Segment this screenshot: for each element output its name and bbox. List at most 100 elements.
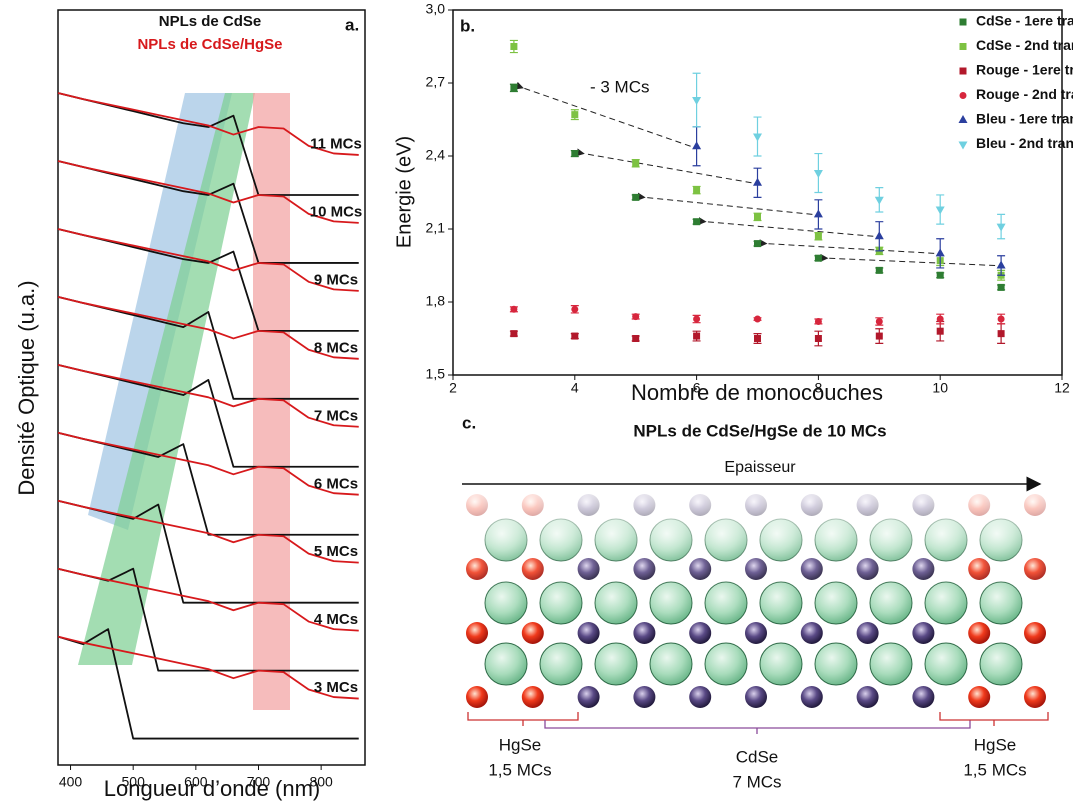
spectrum — [57, 363, 359, 428]
y-tick-label: 3,0 — [426, 1, 446, 17]
layer-label: 6 MCs — [314, 475, 358, 492]
annotation: - 3 MCs — [590, 77, 650, 96]
atom-cdse — [979, 642, 1023, 686]
x-tick-label: 400 — [59, 774, 83, 790]
x-axis-label: Nombre de monocouches — [631, 380, 883, 405]
point — [814, 335, 822, 342]
point — [510, 305, 518, 313]
point — [874, 196, 884, 205]
atom-cdse — [539, 642, 583, 686]
point — [753, 177, 762, 186]
spectrum — [57, 92, 359, 156]
layer-label: 11 MCs — [310, 136, 362, 153]
spectrum — [57, 160, 359, 224]
point — [754, 213, 761, 221]
shift-arrow — [820, 253, 996, 266]
atom-cdse — [484, 642, 528, 686]
x-tick-label: 12 — [1054, 380, 1070, 396]
point — [753, 133, 762, 142]
band-green — [78, 93, 255, 665]
bracket-hgse — [467, 712, 579, 726]
spectrum — [57, 296, 359, 360]
atom-hg — [1024, 686, 1046, 708]
shift-arrow — [637, 192, 813, 215]
x-tick-label: 500 — [122, 774, 146, 790]
point — [814, 317, 822, 325]
point — [813, 209, 823, 218]
legend-marker — [959, 67, 967, 75]
point — [693, 186, 701, 194]
shift-arrow — [576, 148, 752, 184]
point — [996, 223, 1006, 232]
spectrum — [57, 431, 359, 496]
atom-cd — [689, 622, 712, 644]
x-tick-label: 6 — [693, 380, 701, 396]
point — [693, 332, 701, 340]
shift-arrow — [698, 217, 874, 237]
atom-hg — [521, 622, 544, 644]
region-name: CdSe — [736, 747, 779, 766]
layer-label: 4 MCs — [314, 611, 358, 628]
point — [997, 315, 1005, 323]
point — [935, 206, 945, 215]
x-tick-label: 600 — [184, 774, 208, 790]
point — [632, 193, 640, 201]
legend-label: CdSe - 2nd trans — [976, 37, 1073, 53]
legend-label: Bleu - 1ere trans — [976, 111, 1073, 127]
frame-b — [452, 9, 1063, 376]
point — [754, 240, 761, 248]
spectrum — [57, 228, 359, 292]
point — [571, 332, 579, 340]
point — [875, 266, 883, 274]
point — [814, 232, 822, 240]
panel-c — [455, 490, 1055, 734]
atom-cdse — [869, 642, 913, 686]
point — [936, 327, 944, 335]
region-name: HgSe — [499, 735, 542, 754]
legend-marker — [958, 141, 968, 150]
atom-cdse — [814, 642, 858, 686]
x-tick-label: 8 — [815, 380, 823, 396]
point — [997, 283, 1005, 291]
atom-hg — [466, 622, 488, 644]
point — [875, 317, 883, 325]
region-detail: 7 MCs — [732, 772, 781, 791]
atom-cd — [856, 622, 879, 644]
panel-b: 2 4 6 8 10 12 1,5 1,8 2,1 2,4 2,7 3,0 - 3 MCs CdSe - … — [426, 1, 1073, 396]
spectrum — [57, 635, 359, 700]
panel-a: 400 500 600 700 800 3 MCs 4 MCs 5 MCs 6 MCs 7 MCs… — [57, 13, 362, 790]
legend-label: NPLs de CdSe — [159, 13, 262, 30]
legend-label: NPLs de CdSe/HgSe — [137, 36, 282, 53]
legend-label: Bleu - 2nd trans — [976, 135, 1073, 151]
x-axis-label: Longueur d’onde (nm) — [104, 776, 320, 801]
bracket-hgse — [939, 712, 1049, 726]
point — [510, 84, 518, 92]
y-tick-label: 2,1 — [426, 220, 446, 236]
atom-cd — [912, 622, 935, 644]
atom-cd — [745, 686, 767, 708]
spectrum — [57, 567, 359, 632]
atom-cdse — [704, 642, 748, 686]
atom-cd — [745, 622, 767, 644]
atom-hg — [968, 622, 991, 644]
atom-cdse — [759, 642, 803, 686]
shift-arrow — [759, 239, 935, 254]
diagram-title: NPLs de CdSe/HgSe de 10 MCs — [633, 421, 886, 440]
layer-label: 9 MCs — [314, 271, 358, 288]
point — [632, 335, 640, 342]
x-tick-label: 4 — [571, 380, 579, 396]
point — [632, 159, 640, 167]
panel-label: a. — [345, 15, 359, 34]
layer-label: 7 MCs — [314, 407, 358, 424]
atom-cd — [577, 686, 600, 708]
atom-cd — [633, 686, 656, 708]
legend-label: CdSe - 1ere trans — [976, 13, 1073, 29]
atom-cd — [633, 622, 656, 644]
point — [936, 315, 944, 323]
region-detail: 1,5 MCs — [488, 760, 551, 779]
atom-hg — [466, 686, 488, 708]
point — [814, 254, 822, 262]
y-tick-label: 1,5 — [426, 366, 446, 382]
bracket-cdse — [544, 720, 971, 734]
